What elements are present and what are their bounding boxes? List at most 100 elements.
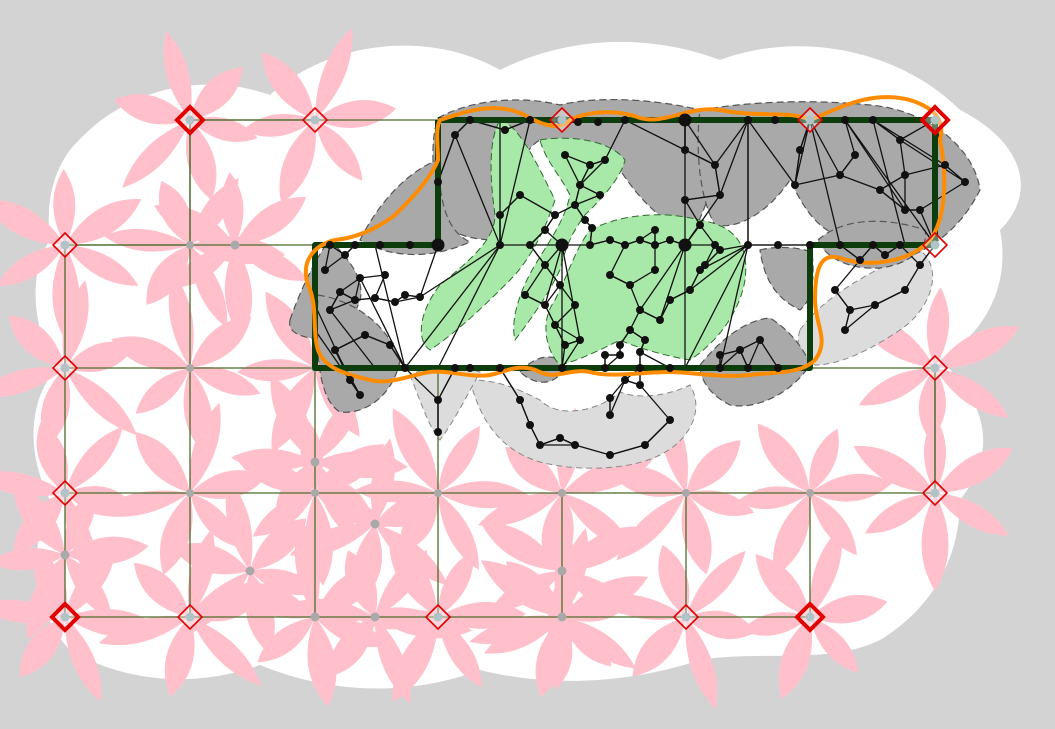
graph-edge xyxy=(834,289,851,311)
graph-edge xyxy=(609,244,626,276)
graph-node xyxy=(541,301,549,309)
graph-edge xyxy=(719,244,749,369)
graph-edge xyxy=(699,224,716,246)
graph-node xyxy=(846,306,854,314)
graph-node xyxy=(666,296,674,304)
terminal-node xyxy=(805,612,815,622)
graph-node xyxy=(434,428,442,436)
graph-edge xyxy=(524,264,546,296)
graph-edge xyxy=(324,254,346,271)
graph-edge xyxy=(714,119,749,166)
graph-node xyxy=(901,286,909,294)
grid-node xyxy=(230,240,240,250)
grid-node xyxy=(310,457,320,467)
graph-node xyxy=(696,221,704,229)
graph-node xyxy=(716,191,724,199)
petal xyxy=(506,561,562,617)
petal xyxy=(438,493,479,570)
petal xyxy=(686,610,757,640)
petal xyxy=(370,438,396,524)
graph-node xyxy=(561,341,569,349)
grid-node xyxy=(557,612,567,622)
petal xyxy=(190,617,262,686)
graph-node xyxy=(326,306,334,314)
graph-edge xyxy=(684,244,749,369)
petal xyxy=(755,554,810,617)
graph-edge xyxy=(334,334,366,351)
graph-node xyxy=(571,301,579,309)
petal xyxy=(65,245,139,286)
graph-edge xyxy=(359,274,386,279)
petal xyxy=(98,615,190,646)
petal xyxy=(0,245,65,287)
graph-node xyxy=(686,286,694,294)
graph-edge xyxy=(554,304,576,326)
graph-node xyxy=(756,336,764,344)
grid-node xyxy=(558,489,566,497)
petal xyxy=(686,440,741,493)
orange-outline xyxy=(303,95,947,384)
grid-node xyxy=(186,489,194,497)
graph-node xyxy=(744,116,752,124)
petal xyxy=(190,493,239,548)
graph-node xyxy=(581,216,589,224)
graph-node xyxy=(406,241,414,249)
petal xyxy=(26,555,66,640)
graph-edge xyxy=(844,119,856,156)
grid-node xyxy=(186,241,194,249)
petal xyxy=(53,169,76,245)
graph-node xyxy=(851,151,859,159)
graph-node xyxy=(941,161,949,169)
petal xyxy=(154,204,235,246)
graph-edge xyxy=(684,199,701,226)
grid-node xyxy=(370,519,380,529)
grid-node xyxy=(434,489,442,497)
graph-node xyxy=(791,181,799,189)
petal xyxy=(113,94,190,125)
terminal-node xyxy=(681,612,691,622)
petal xyxy=(146,245,190,305)
graph-node xyxy=(526,116,534,124)
graph-node xyxy=(496,241,504,249)
graph-node xyxy=(651,241,659,249)
petal xyxy=(560,528,589,617)
graph-node xyxy=(351,296,359,304)
petal xyxy=(315,616,387,648)
graph-edge xyxy=(904,164,946,176)
graph-edge xyxy=(747,119,796,186)
terminal-node xyxy=(930,240,940,250)
petal xyxy=(736,486,810,510)
graph-edge xyxy=(374,244,406,369)
graph-node xyxy=(681,146,689,154)
graph-node xyxy=(651,226,659,234)
graph-node xyxy=(651,266,659,274)
petal xyxy=(235,244,308,281)
graph-node xyxy=(841,116,849,124)
petal xyxy=(809,428,839,493)
graph-node xyxy=(876,186,884,194)
graph-edge xyxy=(639,384,671,421)
petal xyxy=(609,466,686,497)
graph-node xyxy=(711,161,719,169)
grid-node xyxy=(186,364,194,372)
graph-node xyxy=(606,271,614,279)
terminal-markers xyxy=(49,104,951,633)
graph-edge xyxy=(714,164,721,196)
graph-hub-node xyxy=(678,238,692,252)
graph-edge xyxy=(329,299,356,311)
petal xyxy=(225,479,253,571)
petal xyxy=(13,483,65,555)
graph-node xyxy=(869,241,877,249)
petal xyxy=(164,617,195,697)
petal xyxy=(190,116,258,142)
petal xyxy=(778,617,813,700)
graph-node xyxy=(451,364,459,372)
petal xyxy=(0,200,65,245)
graph-node xyxy=(666,364,674,372)
petal xyxy=(438,426,480,493)
graph-node xyxy=(896,241,904,249)
graph-edge xyxy=(579,159,606,186)
graph-node xyxy=(361,331,369,339)
graph-hub-node xyxy=(431,238,445,252)
